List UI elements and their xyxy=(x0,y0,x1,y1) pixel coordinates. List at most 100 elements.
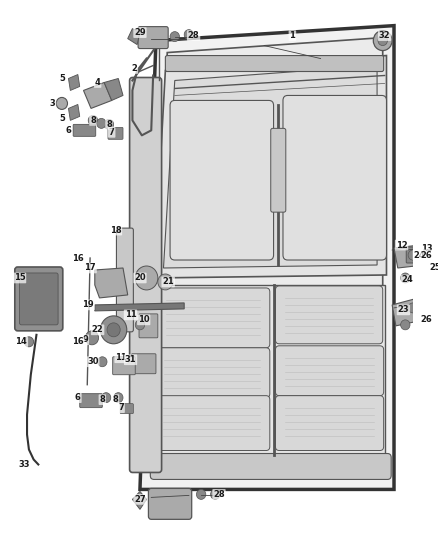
Text: 3: 3 xyxy=(49,99,55,108)
FancyBboxPatch shape xyxy=(138,27,168,49)
Text: 23: 23 xyxy=(398,305,409,314)
FancyBboxPatch shape xyxy=(130,77,162,472)
Polygon shape xyxy=(68,104,80,120)
Circle shape xyxy=(24,337,34,347)
Text: 28: 28 xyxy=(213,490,225,499)
Text: 2: 2 xyxy=(131,64,137,73)
Text: 6: 6 xyxy=(66,126,71,135)
FancyBboxPatch shape xyxy=(153,395,270,450)
Text: 13: 13 xyxy=(421,244,433,253)
FancyBboxPatch shape xyxy=(166,55,384,71)
Text: 7: 7 xyxy=(118,403,124,412)
Text: 33: 33 xyxy=(18,460,30,469)
Polygon shape xyxy=(144,285,385,455)
FancyBboxPatch shape xyxy=(157,288,270,348)
Text: 8: 8 xyxy=(113,395,118,404)
FancyBboxPatch shape xyxy=(406,247,425,263)
Text: 9: 9 xyxy=(82,335,88,344)
Text: 32: 32 xyxy=(379,31,390,40)
FancyBboxPatch shape xyxy=(418,314,434,326)
Circle shape xyxy=(373,30,392,51)
Text: 1: 1 xyxy=(290,31,295,40)
FancyBboxPatch shape xyxy=(15,267,63,331)
Text: 29: 29 xyxy=(134,28,146,37)
Text: 8: 8 xyxy=(90,116,96,125)
Text: 30: 30 xyxy=(87,357,99,366)
Circle shape xyxy=(196,489,206,499)
Text: 22: 22 xyxy=(92,325,103,334)
Text: 6: 6 xyxy=(75,393,81,402)
Text: 5: 5 xyxy=(59,74,65,83)
Text: 26: 26 xyxy=(420,316,432,325)
Polygon shape xyxy=(132,491,147,510)
FancyBboxPatch shape xyxy=(148,488,192,519)
FancyBboxPatch shape xyxy=(73,124,96,136)
Circle shape xyxy=(104,119,113,130)
Circle shape xyxy=(56,98,67,109)
Polygon shape xyxy=(84,83,112,108)
Text: 26: 26 xyxy=(420,251,432,260)
Text: 16: 16 xyxy=(72,254,84,263)
Text: 16: 16 xyxy=(72,337,84,346)
FancyBboxPatch shape xyxy=(80,394,102,408)
Circle shape xyxy=(101,393,111,402)
Text: 20: 20 xyxy=(134,273,146,282)
Text: 11: 11 xyxy=(115,353,127,362)
FancyBboxPatch shape xyxy=(113,357,135,375)
Text: 8: 8 xyxy=(106,120,112,129)
Circle shape xyxy=(170,31,180,42)
Text: 5: 5 xyxy=(59,114,65,123)
Circle shape xyxy=(88,116,98,125)
Polygon shape xyxy=(154,55,386,278)
Polygon shape xyxy=(140,26,394,489)
Circle shape xyxy=(113,393,123,402)
FancyBboxPatch shape xyxy=(131,354,156,374)
FancyBboxPatch shape xyxy=(283,95,386,260)
Polygon shape xyxy=(95,268,128,298)
Text: 24: 24 xyxy=(413,251,425,260)
FancyBboxPatch shape xyxy=(155,348,270,398)
Text: 12: 12 xyxy=(396,240,407,249)
FancyBboxPatch shape xyxy=(271,128,286,212)
Text: 19: 19 xyxy=(82,301,94,309)
Text: 25: 25 xyxy=(430,263,438,272)
Text: 27: 27 xyxy=(134,495,146,504)
Circle shape xyxy=(135,266,158,290)
FancyBboxPatch shape xyxy=(108,127,123,139)
Text: 8: 8 xyxy=(99,395,105,404)
Text: 18: 18 xyxy=(110,225,121,235)
Text: 7: 7 xyxy=(109,128,115,137)
FancyBboxPatch shape xyxy=(276,346,384,395)
Polygon shape xyxy=(128,29,140,45)
Polygon shape xyxy=(426,265,438,285)
Circle shape xyxy=(97,118,106,128)
Polygon shape xyxy=(104,78,123,100)
FancyBboxPatch shape xyxy=(20,273,58,325)
Text: 14: 14 xyxy=(15,337,27,346)
Circle shape xyxy=(378,36,388,46)
Text: 21: 21 xyxy=(162,278,174,286)
Text: 31: 31 xyxy=(125,356,136,364)
Text: 24: 24 xyxy=(401,276,413,285)
FancyBboxPatch shape xyxy=(170,100,274,260)
FancyBboxPatch shape xyxy=(418,257,434,269)
Polygon shape xyxy=(392,298,424,326)
Circle shape xyxy=(107,323,120,337)
Text: 28: 28 xyxy=(188,31,199,40)
Circle shape xyxy=(184,30,194,39)
Circle shape xyxy=(211,489,220,499)
Text: 4: 4 xyxy=(95,78,101,87)
Polygon shape xyxy=(68,75,80,91)
Text: 10: 10 xyxy=(138,316,149,325)
Circle shape xyxy=(100,316,127,344)
Circle shape xyxy=(401,320,410,330)
FancyBboxPatch shape xyxy=(276,395,384,450)
Polygon shape xyxy=(151,38,383,478)
Polygon shape xyxy=(394,245,424,268)
FancyBboxPatch shape xyxy=(150,454,391,480)
Circle shape xyxy=(85,331,99,345)
Polygon shape xyxy=(95,303,184,311)
Text: 17: 17 xyxy=(84,263,96,272)
Text: 11: 11 xyxy=(125,310,136,319)
Circle shape xyxy=(408,303,417,313)
